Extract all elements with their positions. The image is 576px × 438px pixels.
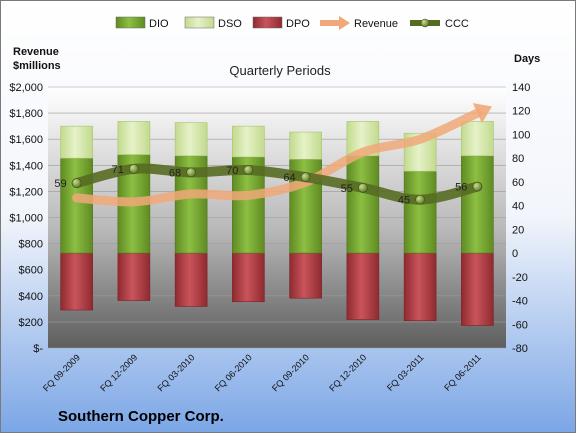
ccc-data-label: 68	[169, 167, 181, 179]
right-tick-label: 60	[512, 177, 524, 189]
revenue-line	[72, 108, 482, 207]
left-axis-title-line2: $millions	[13, 60, 61, 72]
left-tick-label: $-	[33, 343, 43, 355]
chart-title: Quarterly Periods	[229, 63, 331, 78]
ccc-point	[129, 164, 139, 174]
ccc-data-label: 59	[54, 178, 66, 190]
ccc-point	[472, 181, 483, 192]
left-tick-label: $200	[19, 317, 43, 329]
ccc-data-label: 45	[398, 195, 410, 207]
right-axis-title: Days	[514, 53, 540, 65]
ccc-point	[71, 178, 82, 188]
legend-swatch	[252, 16, 283, 29]
legend-label: DPO	[286, 18, 310, 30]
left-tick-label: $1,400	[9, 160, 43, 172]
bar-dpo	[232, 252, 265, 303]
legend-swatch-marker	[420, 18, 430, 28]
bar-dso	[289, 131, 322, 160]
legend-label: DSO	[218, 18, 242, 30]
ccc-point	[415, 194, 425, 205]
bar-dpo	[60, 252, 93, 311]
left-axis-title-line1: Revenue	[13, 46, 59, 58]
revenue-arrowhead	[472, 103, 492, 124]
right-tick-label: 120	[512, 106, 530, 118]
bar-dpo	[174, 252, 208, 307]
ccc-point	[186, 167, 196, 178]
left-tick-label: $400	[19, 291, 43, 303]
legend-swatch-arrowhead	[339, 16, 350, 30]
right-tick-label: 20	[512, 224, 524, 236]
right-tick-label: 140	[512, 82, 530, 94]
bar-dio	[346, 155, 380, 254]
ccc-data-label: 56	[455, 182, 467, 194]
left-tick-label: $1,000	[9, 213, 43, 225]
left-tick-label: $800	[19, 239, 43, 251]
bar-dso	[232, 125, 265, 158]
bar-dpo	[403, 252, 437, 322]
right-tick-label: 40	[512, 201, 524, 213]
right-tick-label: 100	[512, 129, 530, 141]
legend-swatch	[115, 16, 146, 29]
right-tick-label: 80	[512, 153, 524, 165]
left-tick-label: $1,200	[9, 186, 43, 198]
ccc-data-label: 64	[283, 172, 295, 184]
legend: DIO DSO DPO Revenue CCC	[115, 16, 469, 30]
right-tick-label: -40	[512, 296, 528, 308]
bar-dso	[461, 121, 494, 157]
legend-label: CCC	[445, 18, 469, 30]
bar-dio	[461, 155, 494, 254]
bar-dso	[117, 121, 151, 155]
left-tick-label: $1,600	[9, 134, 43, 146]
bar-dso	[60, 125, 93, 159]
legend-label: Revenue	[354, 18, 398, 30]
revenue-series	[72, 103, 492, 207]
ccc-data-label: 55	[341, 183, 353, 195]
bar-dpo	[461, 252, 494, 326]
legend-label: DIO	[149, 18, 169, 30]
bar-dpo	[346, 252, 380, 320]
legend-swatch	[184, 16, 215, 29]
bar-dio	[60, 157, 93, 254]
right-tick-label: -60	[512, 319, 528, 331]
right-tick-label: -80	[512, 343, 528, 355]
left-tick-label: $1,800	[9, 108, 43, 120]
right-tick-label: -20	[512, 272, 528, 284]
left-tick-label: $2,000	[9, 82, 43, 94]
ccc-series: 59 71 68 70 64 55 45 56	[54, 163, 483, 207]
right-tick-label: 0	[512, 248, 518, 260]
bar-dso	[174, 122, 208, 157]
bar-dpo	[117, 252, 151, 301]
ccc-point	[300, 172, 311, 182]
company-name: Southern Copper Corp.	[58, 408, 224, 425]
ccc-point	[243, 165, 254, 175]
ccc-data-label: 70	[226, 165, 238, 177]
bar-dio	[403, 170, 437, 254]
ccc-point	[358, 183, 368, 193]
bar-dpo	[289, 252, 322, 299]
ccc-data-label: 71	[112, 164, 124, 176]
left-tick-label: $600	[19, 265, 43, 277]
